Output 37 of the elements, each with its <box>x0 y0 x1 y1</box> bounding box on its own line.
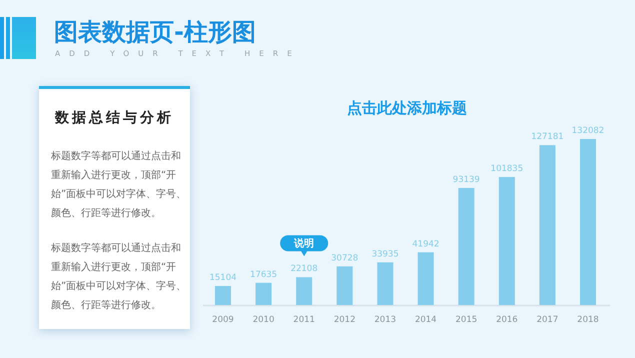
data-label: 132082 <box>572 126 604 136</box>
bar <box>580 139 596 305</box>
text: 图表数据页-柱形图 <box>54 17 256 48</box>
bar <box>458 188 474 305</box>
bar <box>418 252 434 305</box>
x-tick-label: 2015 <box>456 315 478 325</box>
data-label: 22108 <box>290 264 318 274</box>
text: 标题数字等都可以通过点击和重新输入进行更改，顶部“开始”面板中可以对字体、字号、颜色、行距等进行修改。 <box>51 242 188 313</box>
annotation: 说明 <box>293 238 314 250</box>
x-tick-label: 2014 <box>414 315 437 325</box>
x-tick-label: 2016 <box>496 315 518 325</box>
bar <box>336 266 353 305</box>
chart-title: 点击此处添加标题 <box>347 99 467 117</box>
bar <box>539 145 556 305</box>
data-label: 127181 <box>531 132 564 142</box>
text: 标题数字等都可以通过点击和重新输入进行更改，顶部“开始”面板中可以对字体、字号、颜色、行距等进行修改。 <box>51 150 188 221</box>
bar <box>377 262 394 305</box>
bar <box>296 277 312 305</box>
bar <box>215 286 231 305</box>
x-tick-label: 2018 <box>577 315 599 325</box>
data-label: 15104 <box>209 273 237 284</box>
callout: 说明 <box>280 235 328 256</box>
x-tick-label: 2010 <box>252 315 274 325</box>
x-tick-label: 2013 <box>374 315 396 325</box>
x-tick-label: 2011 <box>293 315 315 325</box>
data-label: 101835 <box>490 164 524 174</box>
text: 数据总结与分析 <box>54 109 175 127</box>
x-tick-label: 2017 <box>536 315 558 325</box>
data-label: 33935 <box>372 249 399 260</box>
x-tick-label: 2012 <box>334 315 356 325</box>
bar <box>256 282 272 305</box>
bar <box>498 177 515 305</box>
data-label: 17635 <box>250 270 278 280</box>
data-label: 41942 <box>412 239 440 250</box>
data-label: 93139 <box>452 174 480 185</box>
data-label: 30728 <box>331 253 358 264</box>
x-tick-label: 2009 <box>212 315 234 325</box>
